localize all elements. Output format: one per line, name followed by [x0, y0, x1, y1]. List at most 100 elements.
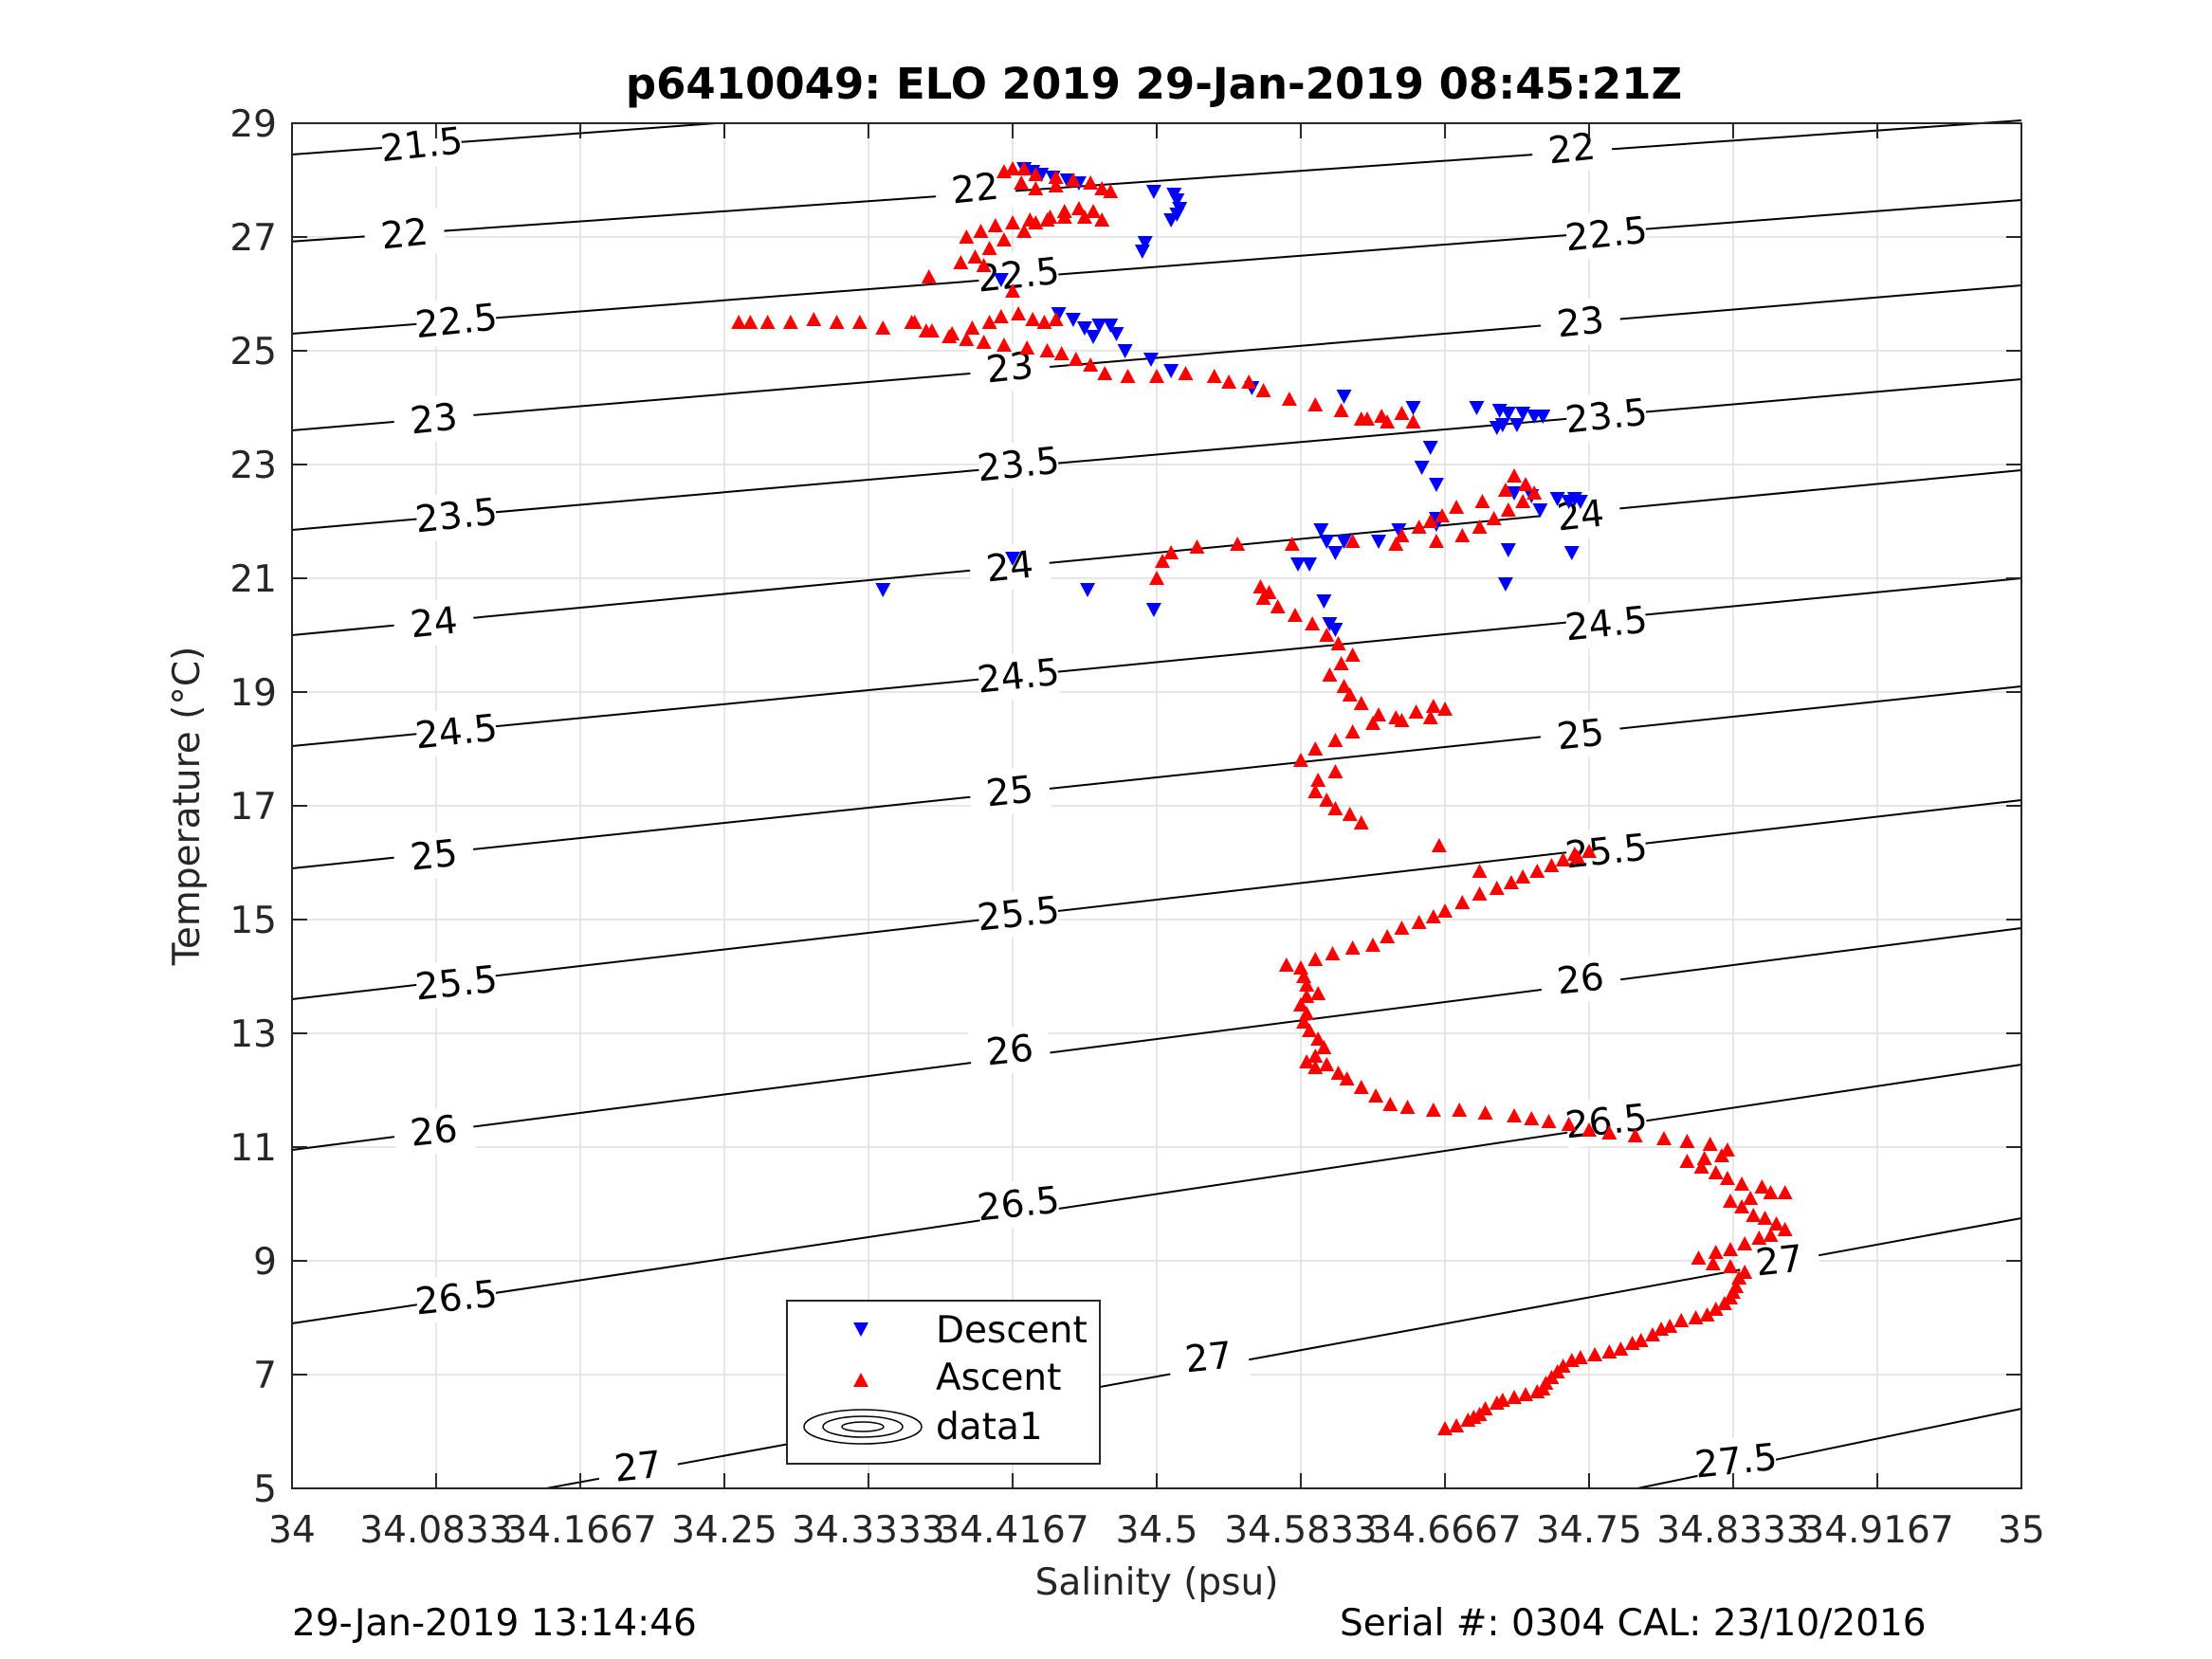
ascent-point: [1307, 741, 1324, 756]
ascent-point: [1437, 702, 1453, 716]
legend-box: [786, 1300, 1101, 1465]
ascent-point: [1601, 1344, 1618, 1358]
y-tick-label: 23: [229, 445, 277, 487]
density-contour-label: 22.5: [1563, 207, 1650, 262]
density-contour-label-bg: [392, 595, 476, 650]
ascent-point: [1014, 175, 1030, 190]
density-contour-label-bg: [414, 1270, 499, 1325]
ascent-point: [1411, 915, 1427, 929]
ascent-point: [1696, 1151, 1712, 1165]
descent-point: [1065, 313, 1081, 327]
ascent-point: [1206, 369, 1222, 383]
density-contour-label-text: 25: [1555, 712, 1606, 759]
x-tick-label: 34.5: [1116, 1509, 1198, 1552]
density-contour-label-text: 23.5: [976, 440, 1062, 491]
x-tick-label: 34: [268, 1509, 316, 1552]
ascent-point: [1365, 938, 1380, 952]
descent-point: [1327, 546, 1344, 560]
descent-point: [1145, 185, 1161, 199]
ascent-point: [1310, 1031, 1326, 1046]
ascent-point: [1723, 1194, 1739, 1208]
x-tick-label: 34.5833: [1224, 1509, 1377, 1552]
ascent-point: [1737, 1265, 1753, 1279]
ascent-point: [981, 241, 997, 255]
descent-point: [1051, 307, 1067, 321]
density-contour-label: 24: [392, 595, 476, 650]
ascent-point: [1319, 1057, 1335, 1071]
ascent-point: [1316, 1040, 1332, 1054]
ascent-point: [1333, 656, 1349, 670]
ascent-series: [731, 161, 1793, 1435]
density-contour-label: 23.5: [413, 488, 500, 543]
descent-point: [1145, 603, 1161, 617]
y-axis-label: Temperature (°C): [166, 647, 209, 967]
density-contour-line: [291, 577, 2022, 747]
density-contour-label-bg: [1529, 121, 1615, 176]
ascent-point: [1296, 969, 1312, 983]
density-contour-label-text: 23.5: [413, 491, 500, 542]
ascent-point: [1394, 921, 1410, 935]
legend-data1-label: data1: [936, 1406, 1043, 1449]
density-contour-line: [291, 378, 2022, 531]
density-contour-label: 25.5: [976, 886, 1062, 941]
density-contour-label-bg: [362, 207, 447, 262]
ascent-point: [1053, 346, 1069, 360]
density-contour-label: 24: [967, 539, 1052, 594]
ascent-point: [1048, 178, 1064, 192]
density-contour-label-bg: [392, 392, 476, 447]
ascent-point: [1278, 957, 1294, 972]
descent-point: [1535, 410, 1551, 424]
ascent-point: [1500, 502, 1516, 517]
density-contour-label-text: 21.5: [378, 119, 465, 171]
density-contour-label-text: 22: [379, 211, 430, 259]
descent-point: [1572, 495, 1588, 509]
ascent-point: [1305, 616, 1321, 630]
legend-ascent-marker: [853, 1373, 868, 1387]
ascent-point: [875, 320, 891, 335]
ascent-point: [993, 309, 1009, 323]
descent-point: [1371, 535, 1387, 549]
ascent-point: [1454, 895, 1471, 909]
descent-point: [1497, 577, 1513, 592]
ascent-point: [1679, 1134, 1695, 1148]
ascent-point: [1353, 815, 1369, 830]
descent-point: [1169, 193, 1185, 208]
density-contour-label-bg: [967, 1023, 1052, 1078]
ascent-point: [944, 326, 960, 340]
density-contour-label: 27: [1166, 1330, 1251, 1385]
ascent-point: [1699, 1307, 1715, 1322]
ascent-point: [981, 315, 997, 329]
descent-point: [1313, 523, 1329, 538]
density-contour-label-text: 26.5: [976, 1179, 1062, 1231]
x-tick-label: 34.0833: [359, 1509, 512, 1552]
x-tick-label: 34.8333: [1656, 1509, 1809, 1552]
ascent-point: [1477, 1401, 1493, 1415]
ascent-point: [1555, 852, 1571, 866]
descent-point: [1108, 327, 1124, 341]
density-contour-label-text: 26: [409, 1108, 460, 1156]
density-contour-label: 27: [1737, 1233, 1821, 1288]
ascent-point: [1371, 707, 1387, 721]
ascent-point: [1394, 406, 1410, 420]
descent-point: [1500, 543, 1516, 557]
descent-point: [1532, 503, 1548, 518]
x-tick-label: 34.4167: [936, 1509, 1088, 1552]
ascent-point: [1734, 1176, 1750, 1191]
descent-point: [1428, 478, 1444, 492]
ascent-point: [1039, 343, 1055, 357]
descent-point: [1302, 557, 1318, 572]
density-contour-label-bg: [976, 437, 1061, 492]
density-contour-label-bg: [1563, 207, 1649, 262]
ascent-point: [1048, 312, 1064, 326]
density-contour-line: [291, 799, 2022, 1000]
ascent-point: [1515, 494, 1531, 508]
ascent-point: [1083, 357, 1099, 372]
ascent-point: [1474, 494, 1490, 508]
ascent-point: [1719, 1171, 1735, 1185]
density-contour-label: 26.5: [976, 1176, 1062, 1231]
ascent-point: [1016, 224, 1033, 238]
ascent-point: [1763, 1185, 1779, 1199]
ascent-point: [759, 315, 776, 329]
ascent-point: [1365, 716, 1380, 730]
